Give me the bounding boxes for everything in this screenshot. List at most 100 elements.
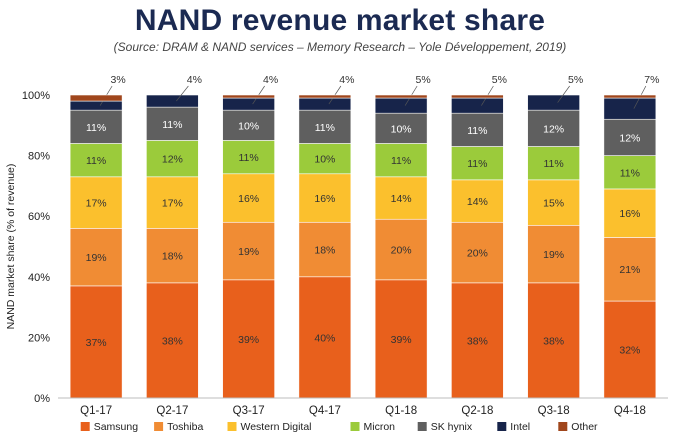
data-label: 20% xyxy=(391,245,412,257)
x-tick-label: Q3-18 xyxy=(538,405,570,417)
data-label: 17% xyxy=(86,198,107,210)
x-tick-label: Q2-17 xyxy=(156,405,188,417)
bar-segment-western-digital xyxy=(298,173,352,223)
data-label: 5% xyxy=(492,74,507,86)
data-label: 37% xyxy=(86,337,107,349)
bar-segment-micron xyxy=(298,143,352,175)
bar-segment-sk-hynix xyxy=(451,112,504,147)
data-label: 10% xyxy=(391,123,412,135)
bar-segment-samsung xyxy=(603,300,657,399)
legend-label: Western Digital xyxy=(241,421,312,433)
legend-swatch xyxy=(227,422,237,431)
data-label-leader-line xyxy=(557,85,570,103)
legend-label: Toshiba xyxy=(167,421,203,433)
bar-segment-micron xyxy=(451,146,504,181)
data-label: 20% xyxy=(467,248,488,260)
data-label: 19% xyxy=(543,249,564,261)
legend-label: Samsung xyxy=(94,421,139,433)
bar-segment-intel xyxy=(69,100,123,111)
x-tick-label: Q2-18 xyxy=(461,405,493,417)
bar-segment-micron xyxy=(374,143,428,178)
bar-segment-other xyxy=(222,94,275,99)
chart-title: NAND revenue market share xyxy=(134,4,546,37)
bar-segment-samsung xyxy=(222,279,275,399)
data-label: 11% xyxy=(467,158,487,170)
data-label: 11% xyxy=(86,155,106,167)
data-label: 11% xyxy=(391,155,411,167)
bar-segment-toshiba xyxy=(69,228,123,287)
data-label: 18% xyxy=(162,251,183,263)
data-label: 16% xyxy=(619,208,640,220)
x-tick-label: Q1-18 xyxy=(385,405,417,417)
data-label: 11% xyxy=(162,119,182,131)
data-label: 14% xyxy=(467,196,488,208)
legend-label: Micron xyxy=(364,421,396,433)
bar-segment-other xyxy=(298,94,352,99)
bar-segment-toshiba xyxy=(222,221,275,281)
data-label-leader-line xyxy=(176,85,189,102)
bar-segment-intel xyxy=(146,94,199,108)
data-label: 4% xyxy=(339,74,354,86)
data-label: 19% xyxy=(238,246,259,258)
legend-swatch xyxy=(558,422,568,431)
y-tick-label: 100% xyxy=(22,90,50,102)
data-label: 5% xyxy=(568,74,583,86)
data-label: 11% xyxy=(315,122,335,134)
legend-label: SK hynix xyxy=(431,421,473,433)
chart-subtitle: (Source: DRAM & NAND services – Memory R… xyxy=(113,40,567,54)
data-label: 39% xyxy=(391,334,412,346)
bar-segment-other xyxy=(603,94,657,99)
bar-segment-toshiba xyxy=(374,218,428,281)
data-label: 7% xyxy=(644,74,659,86)
data-label: 16% xyxy=(314,193,335,205)
data-label: 5% xyxy=(416,74,431,86)
bar-segment-sk-hynix xyxy=(298,109,352,144)
data-label: 15% xyxy=(543,198,564,210)
bar-segment-micron xyxy=(146,140,199,178)
bar-segment-intel xyxy=(298,97,352,111)
data-label: 19% xyxy=(86,252,107,264)
bar-segment-western-digital xyxy=(222,173,275,223)
bar-segment-toshiba xyxy=(603,237,657,302)
legend-label: Intel xyxy=(510,421,530,433)
legend-swatch xyxy=(80,422,90,431)
bar-segment-sk-hynix xyxy=(374,112,428,144)
data-label: 12% xyxy=(162,154,183,166)
data-label: 11% xyxy=(620,167,640,179)
legend-label: Other xyxy=(571,421,598,433)
bar-segment-sk-hynix xyxy=(603,118,657,156)
y-axis-label: NAND market share (% of revenue) xyxy=(5,164,17,330)
bar-segment-samsung xyxy=(451,282,504,399)
data-label: 11% xyxy=(467,125,487,137)
data-label: 11% xyxy=(86,122,106,134)
data-label: 11% xyxy=(544,158,564,170)
data-label: 38% xyxy=(543,335,564,347)
bar-segment-intel xyxy=(451,97,504,114)
bar-segment-toshiba xyxy=(527,224,580,284)
bar-segment-western-digital xyxy=(69,176,123,229)
bar-segment-intel xyxy=(603,97,657,120)
bar-segment-samsung xyxy=(374,279,428,399)
bar-segment-toshiba xyxy=(298,221,352,278)
data-label: 38% xyxy=(162,335,183,347)
bar-segment-micron xyxy=(69,143,123,178)
bar-segment-western-digital xyxy=(374,176,428,220)
data-label: 12% xyxy=(619,132,640,144)
data-label: 10% xyxy=(314,154,335,166)
data-label: 11% xyxy=(239,152,259,164)
legend-swatch xyxy=(417,422,427,431)
data-label: 18% xyxy=(314,245,335,257)
data-label: 17% xyxy=(162,198,183,210)
x-tick-label: Q3-17 xyxy=(233,405,265,417)
data-label: 10% xyxy=(238,120,259,132)
bar-segment-sk-hynix xyxy=(527,109,580,147)
x-tick-label: Q1-17 xyxy=(80,405,112,417)
data-label: 12% xyxy=(543,123,564,135)
y-tick-label: 0% xyxy=(34,393,50,405)
bar-segment-western-digital xyxy=(603,188,657,238)
data-label: 38% xyxy=(467,335,488,347)
data-label: 32% xyxy=(619,345,640,357)
bar-segment-sk-hynix xyxy=(146,106,199,141)
